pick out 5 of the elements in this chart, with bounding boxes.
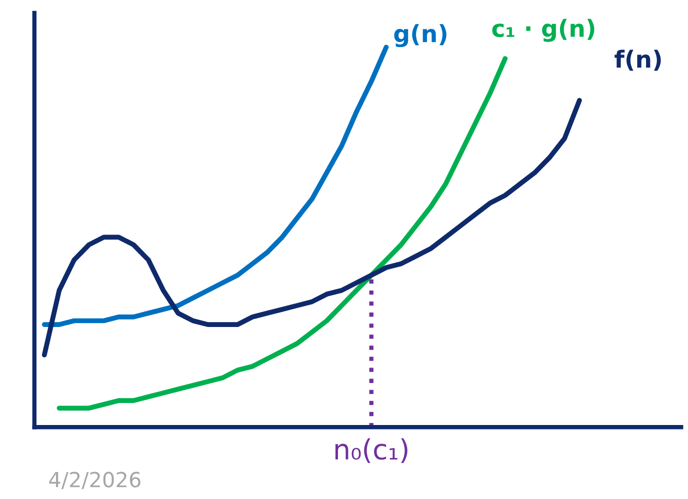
text: n₀(c₁) [335, 438, 408, 464]
series-label: f(n) [614, 50, 661, 71]
series-label: g(n) [394, 24, 446, 48]
series-label: c₁ · g(n) [492, 18, 594, 42]
text: 4/2/2026 [49, 472, 140, 490]
